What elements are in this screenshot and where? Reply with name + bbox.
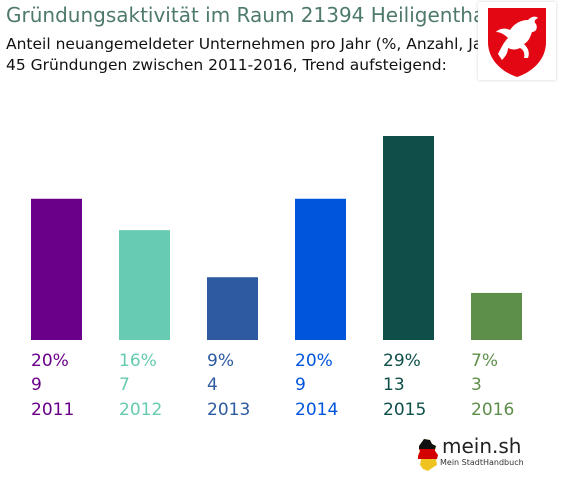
percent-label-2015: 29% bbox=[383, 351, 421, 371]
bar-2015 bbox=[383, 136, 434, 340]
count-label-2011: 9 bbox=[31, 375, 42, 395]
count-label-2013: 4 bbox=[207, 375, 218, 395]
percent-label-2014: 20% bbox=[295, 351, 333, 371]
bar-2016 bbox=[471, 292, 522, 340]
chart-subtitle: Anteil neuangemeldeter Unternehmen pro J… bbox=[6, 35, 505, 53]
horse-crest-icon bbox=[488, 8, 546, 77]
bar-2012 bbox=[119, 230, 170, 340]
brand-tagline: Mein StadtHandbuch bbox=[440, 458, 524, 467]
year-label-2016: 2016 bbox=[471, 400, 514, 420]
year-label-2014: 2014 bbox=[295, 400, 338, 420]
bar-2014 bbox=[295, 198, 346, 340]
count-label-2016: 3 bbox=[471, 375, 482, 395]
bar-2013 bbox=[207, 277, 258, 340]
percent-label-2011: 20% bbox=[31, 351, 69, 371]
count-label-2012: 7 bbox=[119, 375, 130, 395]
coat-of-arms bbox=[478, 2, 556, 80]
year-label-2013: 2013 bbox=[207, 400, 250, 420]
year-label-2012: 2012 bbox=[119, 400, 162, 420]
year-label-2011: 2011 bbox=[31, 400, 74, 420]
count-label-2014: 9 bbox=[295, 375, 306, 395]
bar-2011 bbox=[31, 198, 82, 340]
chart-title: Gründungsaktivität im Raum 21394 Heilige… bbox=[6, 3, 491, 27]
brand-name: mein.sh bbox=[442, 434, 522, 458]
chart-summary: 45 Gründungen zwischen 2011-2016, Trend … bbox=[6, 56, 447, 74]
germany-map-icon bbox=[418, 439, 438, 471]
year-label-2015: 2015 bbox=[383, 400, 426, 420]
count-label-2015: 13 bbox=[383, 375, 405, 395]
percent-label-2016: 7% bbox=[471, 351, 498, 371]
brand-logo[interactable]: mein.sh Mein StadtHandbuch bbox=[414, 434, 554, 474]
percent-label-2013: 9% bbox=[207, 351, 234, 371]
percent-label-2012: 16% bbox=[119, 351, 157, 371]
